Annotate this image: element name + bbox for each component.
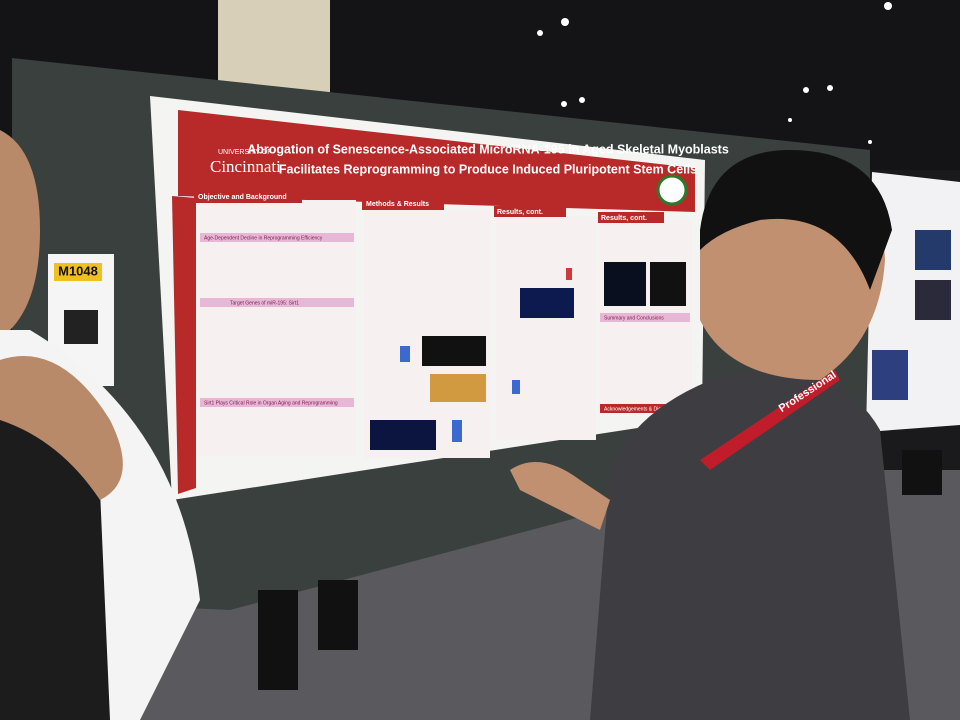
shape xyxy=(430,374,486,402)
person-left xyxy=(0,130,200,720)
badge-code: M1048 xyxy=(58,263,98,278)
poster-figure xyxy=(915,280,951,320)
section-heading: Objective and Background xyxy=(198,194,287,201)
shape xyxy=(561,101,567,107)
subheading-bar xyxy=(200,298,354,307)
shape: Objective and Background Methods & Resul… xyxy=(194,190,664,223)
shape xyxy=(803,87,809,93)
shape xyxy=(370,420,436,450)
subheading-bar xyxy=(600,404,690,413)
shape xyxy=(512,380,520,394)
logo xyxy=(656,174,688,206)
shape xyxy=(604,262,646,306)
section-bar xyxy=(362,198,444,210)
shape xyxy=(884,2,892,10)
shape xyxy=(258,590,298,690)
qr-code xyxy=(64,310,98,344)
poster-column xyxy=(198,200,356,456)
background-legs xyxy=(258,450,942,690)
subheading: Summary and Conclusions xyxy=(604,315,664,321)
section-bar xyxy=(194,190,302,203)
poster-title: Facilitates Reprogramming to Produce Ind… xyxy=(279,162,697,176)
section-bar xyxy=(598,212,664,223)
university-prefix: UNIVERSITY OF xyxy=(218,149,272,156)
subheading-bar xyxy=(200,398,354,407)
section-heading: Methods & Results xyxy=(366,201,429,208)
ceiling-lights xyxy=(537,2,892,144)
shape xyxy=(537,30,543,36)
section-heading: Results, cont. xyxy=(497,209,543,216)
shape xyxy=(700,150,892,290)
section-bar xyxy=(494,206,566,217)
poster-border xyxy=(172,196,196,494)
shape xyxy=(788,118,792,122)
person-right xyxy=(510,150,910,720)
shape xyxy=(827,85,833,91)
shape xyxy=(868,140,872,144)
badge-label xyxy=(54,263,102,281)
shape xyxy=(590,368,910,720)
subheading-bar xyxy=(600,313,690,322)
section-heading: Results, cont. xyxy=(601,215,647,222)
shape xyxy=(452,420,462,442)
shape xyxy=(0,130,40,330)
shape xyxy=(0,356,123,500)
shape xyxy=(566,268,572,280)
shape xyxy=(902,450,942,495)
university-name: Cincinnati xyxy=(210,157,281,176)
shape xyxy=(650,262,686,306)
subheading: Age-Dependent Decline in Reprogramming E… xyxy=(204,235,323,241)
poster-figure xyxy=(915,230,951,270)
shape xyxy=(520,288,574,318)
subheading: Sirt1 Plays Critical Role in Organ Aging… xyxy=(204,400,338,406)
poster-column xyxy=(364,210,490,458)
poster-column xyxy=(496,216,596,440)
shape xyxy=(561,18,569,26)
shape xyxy=(422,336,486,366)
shape: Age-Dependent Decline in Reprogramming E… xyxy=(200,233,690,413)
shape xyxy=(400,346,410,362)
poster-figures xyxy=(370,262,686,450)
shape xyxy=(510,462,610,530)
shape xyxy=(0,370,110,720)
subheading-bar xyxy=(200,233,354,242)
shape xyxy=(318,580,358,650)
poster-header xyxy=(178,110,695,212)
poster-figure xyxy=(872,350,908,400)
subheading: Acknowledgements & Disclosures xyxy=(604,406,680,412)
subheading: Target Genes of miR-195: Sirt1 xyxy=(230,300,299,306)
poster-title: Abrogation of Senescence-Associated Micr… xyxy=(247,142,729,156)
shape xyxy=(579,97,585,103)
shape xyxy=(700,370,840,470)
